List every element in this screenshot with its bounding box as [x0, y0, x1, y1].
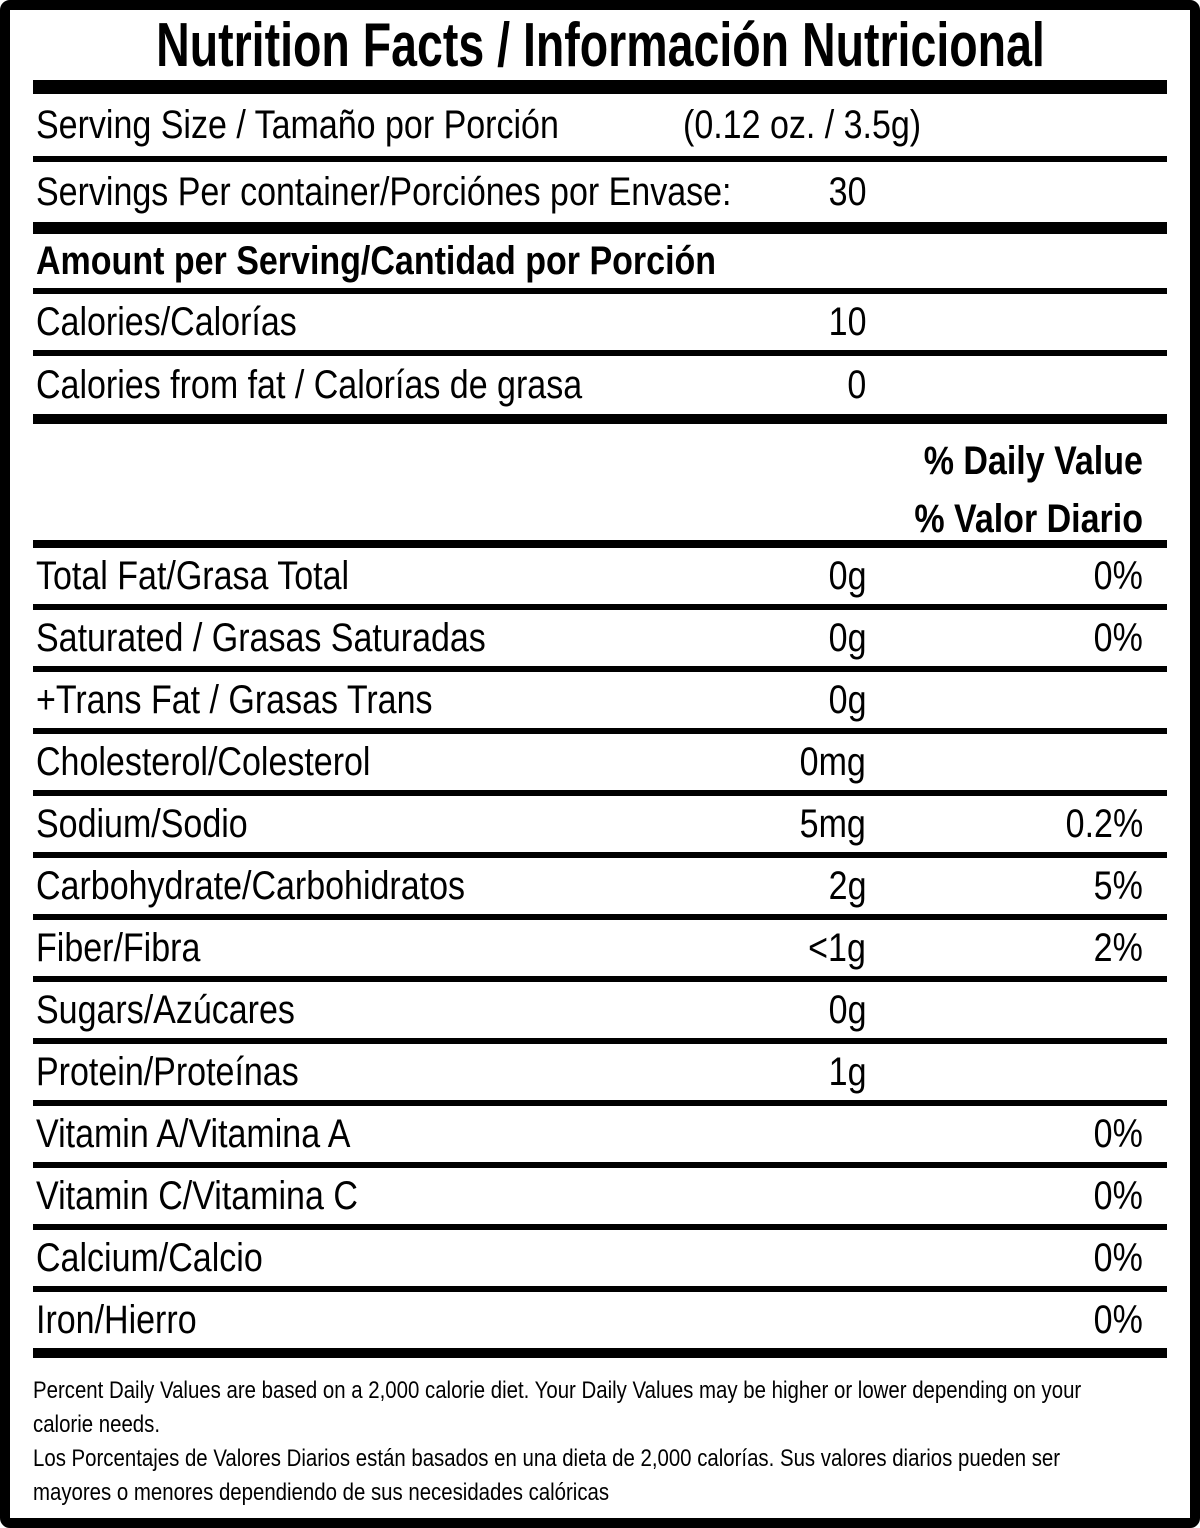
nutrient-amount: 0g: [828, 615, 866, 660]
footnote-en-line-2: calorie needs.: [33, 1411, 161, 1438]
nutrient-label: Cholesterol/Colesterol: [36, 739, 371, 784]
calories-from-fat-value: 0: [847, 362, 866, 407]
nutrient-amount-cell: <1g: [798, 920, 866, 976]
calories-row: Calories/Calorías 10: [33, 294, 1167, 350]
calories-label: Calories/Calorías: [36, 299, 297, 344]
divider-section: [33, 222, 1167, 234]
servings-per-container-value-cell: 30: [822, 162, 866, 222]
nutrient-row-vitamin-c: Vitamin C/Vitamina C 0%: [33, 1168, 1167, 1230]
divider: [33, 156, 1167, 162]
nutrient-label: Calcium/Calcio: [36, 1235, 263, 1280]
nutrient-amount: 2g: [828, 863, 866, 908]
calories-from-fat-row: Calories from fat / Calorías de grasa 0: [33, 356, 1167, 414]
nutrient-dv-cell: 0%: [1085, 548, 1143, 604]
nutrient-row-trans-fat: +Trans Fat / Grasas Trans 0g: [33, 672, 1167, 734]
nutrient-dv-cell: 0%: [1085, 610, 1143, 666]
nutrient-row-calcium: Calcium/Calcio 0%: [33, 1230, 1167, 1292]
nutrient-amount-cell: 0g: [822, 548, 866, 604]
nutrient-dv-cell: 2%: [1085, 920, 1143, 976]
nutrient-amount-cell: 0g: [822, 672, 866, 728]
nutrient-label: +Trans Fat / Grasas Trans: [36, 677, 433, 722]
amount-per-serving-header: Amount per Serving/Cantidad por Porción: [36, 238, 717, 283]
nutrient-label: Iron/Hierro: [36, 1297, 197, 1342]
nutrient-amount-cell: 0mg: [788, 734, 866, 790]
nutrient-row-protein: Protein/Proteínas 1g: [33, 1044, 1167, 1106]
servings-per-container-row: Servings Per container/Porciónes por Env…: [33, 162, 1167, 222]
nutrient-amount: 0g: [828, 677, 866, 722]
nutrient-row-sugars: Sugars/Azúcares 0g: [33, 982, 1167, 1044]
divider-title: [33, 80, 1167, 94]
nutrient-amount-cell: 1g: [822, 1044, 866, 1100]
nutrient-amount-cell: 0g: [822, 610, 866, 666]
divider-section: [33, 414, 1167, 424]
nutrient-dv-cell: 5%: [1085, 858, 1143, 914]
nutrient-label: Sugars/Azúcares: [36, 987, 295, 1032]
nutrient-amount: 0g: [828, 553, 866, 598]
nutrient-dv-cell: 0%: [1085, 1106, 1143, 1162]
nutrient-label: Sodium/Sodio: [36, 801, 248, 846]
nutrient-amount-cell: 5mg: [788, 796, 866, 852]
divider: [33, 350, 1167, 356]
calories-value: 10: [828, 299, 866, 344]
nutrient-row-total-fat: Total Fat/Grasa Total 0g 0%: [33, 548, 1167, 610]
divider: [33, 288, 1167, 294]
footnote-es-line-2: mayores o menores dependiendo de sus nec…: [33, 1479, 610, 1506]
servings-per-container-value: 30: [828, 169, 866, 214]
nutrient-label: Total Fat/Grasa Total: [36, 553, 350, 598]
label-title: Nutrition Facts / Información Nutriciona…: [155, 10, 1045, 80]
calories-from-fat-value-cell: 0: [844, 356, 866, 414]
nutrient-label: Vitamin C/Vitamina C: [36, 1173, 358, 1218]
nutrient-label: Vitamin A/Vitamina A: [36, 1111, 351, 1156]
nutrient-label: Protein/Proteínas: [36, 1049, 299, 1094]
nutrient-amount: 0mg: [799, 739, 866, 784]
nutrient-dv-cell: 0%: [1085, 1168, 1143, 1224]
nutrient-dv: 0%: [1093, 1173, 1143, 1218]
serving-size-value: (0.12 oz. / 3.5g): [683, 102, 922, 147]
amount-per-serving-row: Amount per Serving/Cantidad por Porción: [33, 234, 1167, 288]
nutrient-row-sodium: Sodium/Sodio 5mg 0.2%: [33, 796, 1167, 858]
nutrient-label: Carbohydrate/Carbohidratos: [36, 863, 466, 908]
nutrient-label: Fiber/Fibra: [36, 925, 201, 970]
nutrient-amount: <1g: [808, 925, 866, 970]
nutrient-dv: 0%: [1093, 615, 1143, 660]
nutrient-dv-cell: 0.2%: [1052, 796, 1143, 852]
footnote-es-line-1: Los Porcentajes de Valores Diarios están…: [33, 1445, 1061, 1472]
footnote-en-line-1: Percent Daily Values are based on a 2,00…: [33, 1377, 1082, 1404]
nutrient-dv: 0%: [1093, 1297, 1143, 1342]
nutrient-amount: 1g: [828, 1049, 866, 1094]
daily-value-header-en: % Daily Value: [923, 439, 1143, 483]
footnote: Percent Daily Values are based on a 2,00…: [33, 1358, 1167, 1510]
nutrient-dv: 0%: [1093, 1111, 1143, 1156]
calories-from-fat-label: Calories from fat / Calorías de grasa: [36, 362, 583, 407]
nutrient-row-fiber: Fiber/Fibra <1g 2%: [33, 920, 1167, 982]
nutrient-row-carbohydrate: Carbohydrate/Carbohidratos 2g 5%: [33, 858, 1167, 920]
nutrient-row-vitamin-a: Vitamin A/Vitamina A 0%: [33, 1106, 1167, 1168]
label-content: Nutrition Facts / Información Nutriciona…: [33, 10, 1167, 1510]
divider: [33, 540, 1167, 548]
nutrient-row-iron: Iron/Hierro 0%: [33, 1292, 1167, 1348]
daily-value-header-es: % Valor Diario: [914, 497, 1143, 541]
nutrient-dv: 5%: [1093, 863, 1143, 908]
nutrient-dv: 2%: [1093, 925, 1143, 970]
nutrient-dv-cell: 0%: [1085, 1230, 1143, 1286]
nutrient-dv: 0%: [1093, 1235, 1143, 1280]
nutrient-amount: 5mg: [799, 801, 866, 846]
nutrient-label: Saturated / Grasas Saturadas: [36, 615, 486, 660]
nutrient-dv: 0.2%: [1065, 801, 1143, 846]
daily-value-header: % Daily Value % Valor Diario: [33, 424, 1167, 541]
nutrient-dv: 0%: [1093, 553, 1143, 598]
label-title-row: Nutrition Facts / Información Nutriciona…: [33, 10, 1167, 80]
nutrient-row-cholesterol: Cholesterol/Colesterol 0mg: [33, 734, 1167, 796]
serving-size-row: Serving Size / Tamaño por Porción (0.12 …: [33, 94, 1167, 156]
nutrient-amount-cell: 0g: [822, 982, 866, 1038]
serving-size-label: Serving Size / Tamaño por Porción: [36, 102, 559, 147]
divider-footer: [33, 1348, 1167, 1358]
nutrient-amount-cell: 2g: [822, 858, 866, 914]
nutrient-amount: 0g: [828, 987, 866, 1032]
nutrient-row-saturated: Saturated / Grasas Saturadas 0g 0%: [33, 610, 1167, 672]
servings-per-container-label: Servings Per container/Porciónes por Env…: [36, 169, 732, 214]
calories-value-cell: 10: [822, 294, 866, 350]
nutrient-dv-cell: 0%: [1085, 1292, 1143, 1348]
